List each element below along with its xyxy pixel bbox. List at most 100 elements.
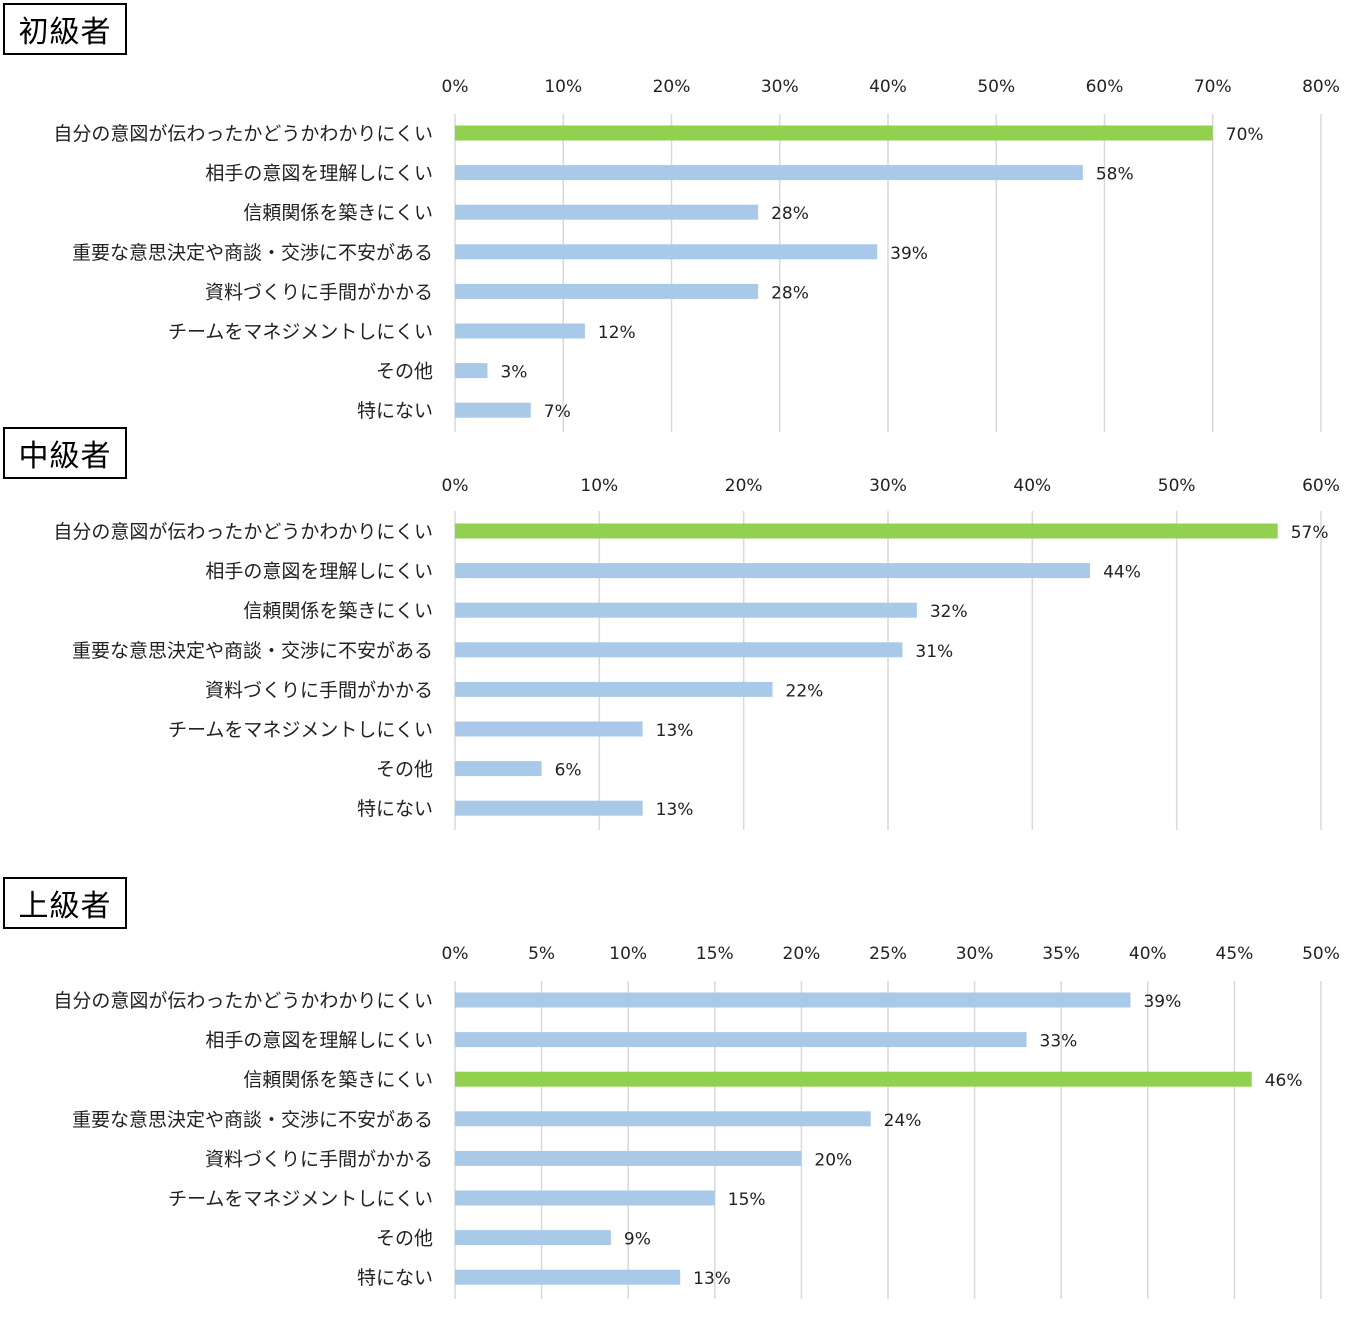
bar: [455, 1230, 611, 1246]
bar: [455, 165, 1083, 181]
data-label: 33%: [1040, 1032, 1078, 1052]
category-label: 特にない: [357, 798, 433, 820]
x-tick-label: 50%: [977, 77, 1015, 97]
bar: [455, 992, 1131, 1008]
x-tick-label: 0%: [442, 77, 469, 97]
x-tick-label: 40%: [1013, 476, 1051, 496]
x-tick-label: 30%: [761, 77, 799, 97]
x-tick-label: 60%: [1302, 476, 1340, 496]
x-tick-label: 30%: [956, 944, 994, 964]
bar: [455, 721, 643, 737]
bar-chart-intermediate: 0% 10% 20% 30% 40% 50% 60% 自分の意図が伝わったかどうかわかりにくい…: [53, 476, 1340, 830]
data-label: 13%: [693, 1269, 731, 1289]
data-label: 3%: [500, 363, 527, 383]
category-label: 資料づくりに手間がかかる: [205, 1148, 433, 1170]
category-label: 相手の意図を理解しにくい: [205, 561, 433, 583]
category-label: 自分の意図が伝わったかどうかわかりにくい: [53, 521, 433, 543]
data-label: 39%: [1143, 992, 1181, 1012]
x-tick-label: 80%: [1302, 77, 1340, 97]
bar: [455, 800, 643, 816]
data-label: 39%: [890, 244, 928, 264]
chart-title: 初級者: [3, 3, 127, 55]
data-label: 44%: [1103, 563, 1141, 583]
data-label: 58%: [1096, 165, 1134, 185]
bar: [455, 1190, 715, 1206]
bar: [455, 244, 878, 260]
x-tick-label: 40%: [869, 77, 907, 97]
bar: [455, 1111, 871, 1127]
data-label: 12%: [598, 323, 636, 343]
bar: [455, 1071, 1252, 1087]
data-label: 13%: [656, 721, 694, 741]
x-tick-label: 40%: [1129, 944, 1167, 964]
bar: [455, 681, 773, 697]
category-label: 重要な意思決定や商談・交渉に不安がある: [72, 1109, 433, 1131]
category-label: 特にない: [357, 400, 433, 422]
category-label: 信頼関係を築きにくい: [243, 1069, 433, 1091]
data-label: 28%: [771, 283, 809, 303]
bar: [455, 402, 531, 418]
category-label: その他: [376, 361, 433, 383]
data-label: 28%: [771, 204, 809, 224]
x-tick-label: 70%: [1194, 77, 1232, 97]
category-label: 重要な意思決定や商談・交渉に不安がある: [72, 640, 433, 662]
bar: [455, 125, 1213, 141]
data-label: 20%: [814, 1150, 852, 1170]
bar: [455, 363, 488, 379]
x-tick-label: 15%: [696, 944, 734, 964]
x-tick-label: 60%: [1086, 77, 1124, 97]
x-tick-label: 50%: [1158, 476, 1196, 496]
x-tick-label: 5%: [528, 944, 555, 964]
category-label: 相手の意図を理解しにくい: [205, 163, 433, 185]
bar: [455, 323, 585, 339]
x-tick-label: 20%: [725, 476, 763, 496]
x-tick-label: 30%: [869, 476, 907, 496]
x-tick-label: 45%: [1216, 944, 1254, 964]
data-label: 31%: [915, 642, 953, 662]
category-label: 自分の意図が伝わったかどうかわかりにくい: [53, 123, 433, 145]
category-label: 自分の意図が伝わったかどうかわかりにくい: [53, 990, 433, 1012]
x-tick-label: 10%: [544, 77, 582, 97]
data-label: 7%: [544, 402, 571, 422]
x-tick-label: 25%: [869, 944, 907, 964]
x-tick-label: 50%: [1302, 944, 1340, 964]
data-label: 15%: [728, 1190, 766, 1210]
bar: [455, 283, 759, 299]
category-label: 資料づくりに手間がかかる: [205, 679, 433, 701]
category-label: 資料づくりに手間がかかる: [205, 281, 433, 303]
bar: [455, 204, 759, 220]
x-tick-label: 0%: [442, 944, 469, 964]
data-label: 6%: [555, 761, 582, 781]
category-label: その他: [376, 1228, 433, 1250]
data-label: 57%: [1291, 523, 1329, 543]
category-label: その他: [376, 759, 433, 781]
data-label: 22%: [786, 681, 824, 701]
bar-chart-advanced: 0% 5% 10% 15% 20% 25% 30% 35% 40% 45% 50% 自分の意図が伝わっ…: [53, 944, 1340, 1299]
x-tick-label: 10%: [609, 944, 647, 964]
category-label: 相手の意図を理解しにくい: [205, 1030, 433, 1052]
category-label: チームをマネジメントしにくい: [168, 719, 433, 741]
category-label: 信頼関係を築きにくい: [243, 202, 433, 224]
bar-chart-beginner: 0% 10% 20% 30% 40% 50% 60% 70% 80% 自分の意図が伝わったかどうか…: [53, 77, 1340, 432]
bar: [455, 523, 1278, 539]
bar: [455, 642, 903, 658]
chart-title: 上級者: [3, 877, 127, 929]
x-tick-label: 35%: [1042, 944, 1080, 964]
category-label: 信頼関係を築きにくい: [243, 600, 433, 622]
x-tick-label: 20%: [783, 944, 821, 964]
x-tick-label: 10%: [580, 476, 618, 496]
bar: [455, 1269, 681, 1285]
category-label: 重要な意思決定や商談・交渉に不安がある: [72, 242, 433, 264]
x-tick-label: 20%: [653, 77, 691, 97]
data-label: 70%: [1226, 125, 1264, 145]
data-label: 24%: [884, 1111, 922, 1131]
category-label: チームをマネジメントしにくい: [168, 321, 433, 343]
bar: [455, 1032, 1027, 1048]
data-label: 9%: [624, 1230, 651, 1250]
data-label: 32%: [930, 602, 968, 622]
bar: [455, 602, 917, 618]
x-tick-label: 0%: [442, 476, 469, 496]
category-label: 特にない: [357, 1267, 433, 1289]
data-label: 13%: [656, 800, 694, 820]
bar: [455, 761, 542, 777]
